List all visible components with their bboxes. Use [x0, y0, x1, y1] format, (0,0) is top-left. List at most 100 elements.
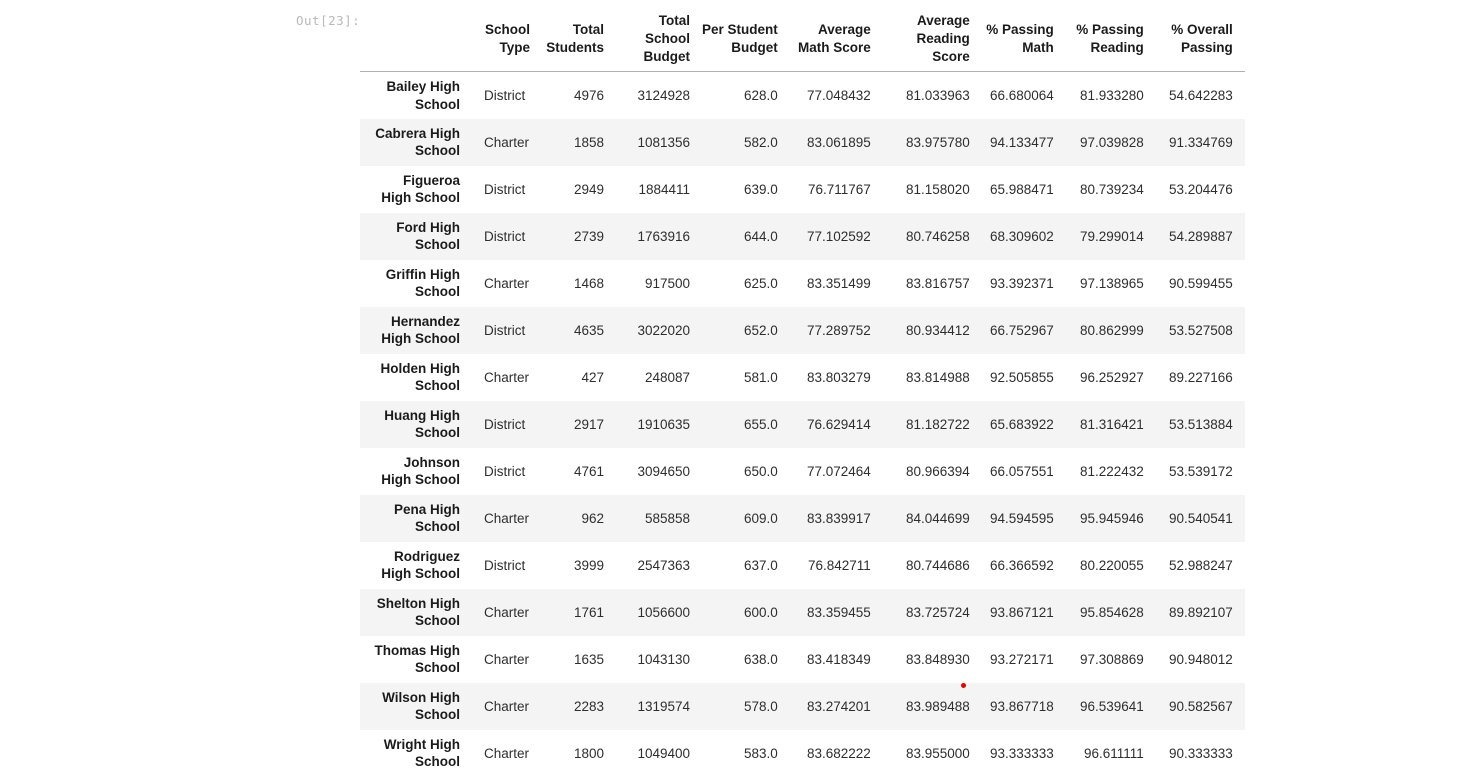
cell: 83.682222: [806, 745, 871, 761]
cell: District: [484, 463, 526, 479]
cell: 83.955000: [905, 745, 970, 761]
cell: 609.0: [743, 510, 778, 526]
row-header-school-name: Griffin High School: [385, 266, 460, 300]
cell: 1049400: [637, 745, 690, 761]
cell: 54.289887: [1168, 228, 1233, 244]
index-column-header: [360, 8, 472, 73]
cell: 95.945946: [1079, 510, 1144, 526]
cell: 625.0: [743, 275, 778, 291]
cell: 1056600: [637, 604, 690, 620]
cell: 83.803279: [806, 369, 871, 385]
table-row: Thomas High School Charter 1635 1043130 638.…: [360, 636, 1245, 683]
cell: 76.629414: [806, 416, 871, 432]
cell: District: [484, 88, 526, 104]
cell: 1910635: [637, 416, 690, 432]
row-header-school-name: Rodriguez High School: [381, 548, 460, 582]
cell: 66.680064: [989, 88, 1054, 104]
cell: 90.540541: [1168, 510, 1233, 526]
cell: District: [484, 322, 526, 338]
cell: 53.513884: [1168, 416, 1233, 432]
row-header-school-name: Pena High School: [393, 501, 460, 535]
cell: 96.539641: [1079, 698, 1144, 714]
table-row: Shelton High School Charter 1761 1056600 600…: [360, 588, 1245, 636]
row-header-school-name: Wilson High School: [382, 689, 460, 723]
cell: 2949: [573, 181, 604, 197]
cell: 80.966394: [905, 463, 970, 479]
cell: 2739: [573, 228, 604, 244]
column-header: % Passing Reading: [1065, 8, 1156, 73]
cell: 83.725724: [905, 604, 970, 620]
table-row: Huang High School District 2917 1910635 655.…: [360, 400, 1245, 448]
red-dot-annotation: [961, 683, 966, 688]
table-row: Johnson High School District 4761 3094650 65…: [360, 448, 1245, 495]
cell: Charter: [484, 275, 530, 291]
cell: 3999: [573, 557, 604, 573]
cell: 83.274201: [806, 698, 871, 714]
cell: 83.816757: [905, 275, 970, 291]
cell: 3022020: [637, 322, 690, 338]
cell: 83.418349: [806, 651, 871, 667]
cell: 1081356: [637, 134, 690, 150]
cell: 77.102592: [806, 228, 871, 244]
column-header: % Passing Math: [981, 8, 1066, 73]
cell: 90.582567: [1168, 698, 1233, 714]
row-header-school-name: Bailey High School: [386, 79, 460, 112]
cell: 83.975780: [905, 134, 970, 150]
cell: 427: [581, 369, 604, 385]
cell: 81.033963: [905, 88, 970, 104]
cell: District: [484, 228, 526, 244]
row-header-school-name: Hernandez High School: [381, 313, 460, 347]
cell: 83.989488: [905, 698, 970, 714]
cell: 90.599455: [1168, 275, 1233, 291]
table-row: Griffin High School Charter 1468 917500 625.…: [360, 260, 1245, 307]
cell: 94.133477: [989, 134, 1054, 150]
cell: 93.867718: [989, 698, 1054, 714]
cell: 83.814988: [905, 369, 970, 385]
cell: 1884411: [638, 181, 690, 197]
cell: 93.272171: [989, 651, 1054, 667]
cell: 81.158020: [905, 181, 970, 197]
cell: 2283: [573, 698, 604, 714]
table-row: Cabrera High School Charter 1858 1081356 582…: [360, 118, 1245, 166]
cell: 53.527508: [1168, 322, 1233, 338]
table-row: Holden High School Charter 427 248087 581.0 8…: [360, 354, 1245, 401]
table-row: Hernandez High School District 4635 3022020…: [360, 306, 1245, 354]
output-prompt-label: Out[23]:: [296, 13, 361, 28]
column-header: Average Reading Score: [882, 8, 982, 73]
cell: 68.309602: [989, 228, 1054, 244]
cell: 66.752967: [989, 322, 1054, 338]
cell: 962: [581, 510, 604, 526]
cell: 81.182722: [905, 416, 970, 432]
row-header-school-name: Ford High School: [396, 219, 460, 253]
table-row: Rodriguez High School District 3999 2547363…: [360, 542, 1245, 589]
cell: 581.0: [743, 369, 778, 385]
table-row: Wright High School Charter 1800 1049400 583.…: [360, 730, 1245, 777]
column-header: % Overall Passing: [1155, 8, 1245, 73]
cell: Charter: [484, 651, 530, 667]
cell: Charter: [484, 745, 530, 761]
cell: 93.867121: [989, 604, 1054, 620]
cell: 96.611111: [1083, 745, 1144, 761]
table-row: Wilson High School Charter 2283 1319574 578.…: [360, 682, 1245, 730]
row-header-school-name: Figueroa High School: [381, 172, 460, 206]
cell: 83.359455: [806, 604, 871, 620]
row-header-school-name: Huang High School: [384, 407, 460, 441]
cell: 90.333333: [1168, 745, 1233, 761]
cell: 1043130: [637, 651, 690, 667]
cell: 96.252927: [1079, 369, 1144, 385]
cell: 76.711767: [807, 181, 871, 197]
cell: 93.333333: [989, 745, 1054, 761]
cell: 83.351499: [806, 275, 871, 291]
cell: 54.642283: [1168, 88, 1233, 104]
cell: 917500: [644, 275, 690, 291]
cell: District: [484, 181, 526, 197]
cell: District: [484, 557, 526, 573]
column-header: School Type: [472, 8, 542, 73]
table-row: Figueroa High School District 2949 1884411 6…: [360, 166, 1245, 213]
table-body: Bailey High School District 4976 3124928 628…: [360, 72, 1245, 777]
cell: 80.746258: [905, 228, 970, 244]
column-header: Total School Budget: [616, 8, 702, 73]
cell: 66.057551: [989, 463, 1054, 479]
cell: 81.222432: [1079, 463, 1144, 479]
cell: District: [484, 416, 526, 432]
